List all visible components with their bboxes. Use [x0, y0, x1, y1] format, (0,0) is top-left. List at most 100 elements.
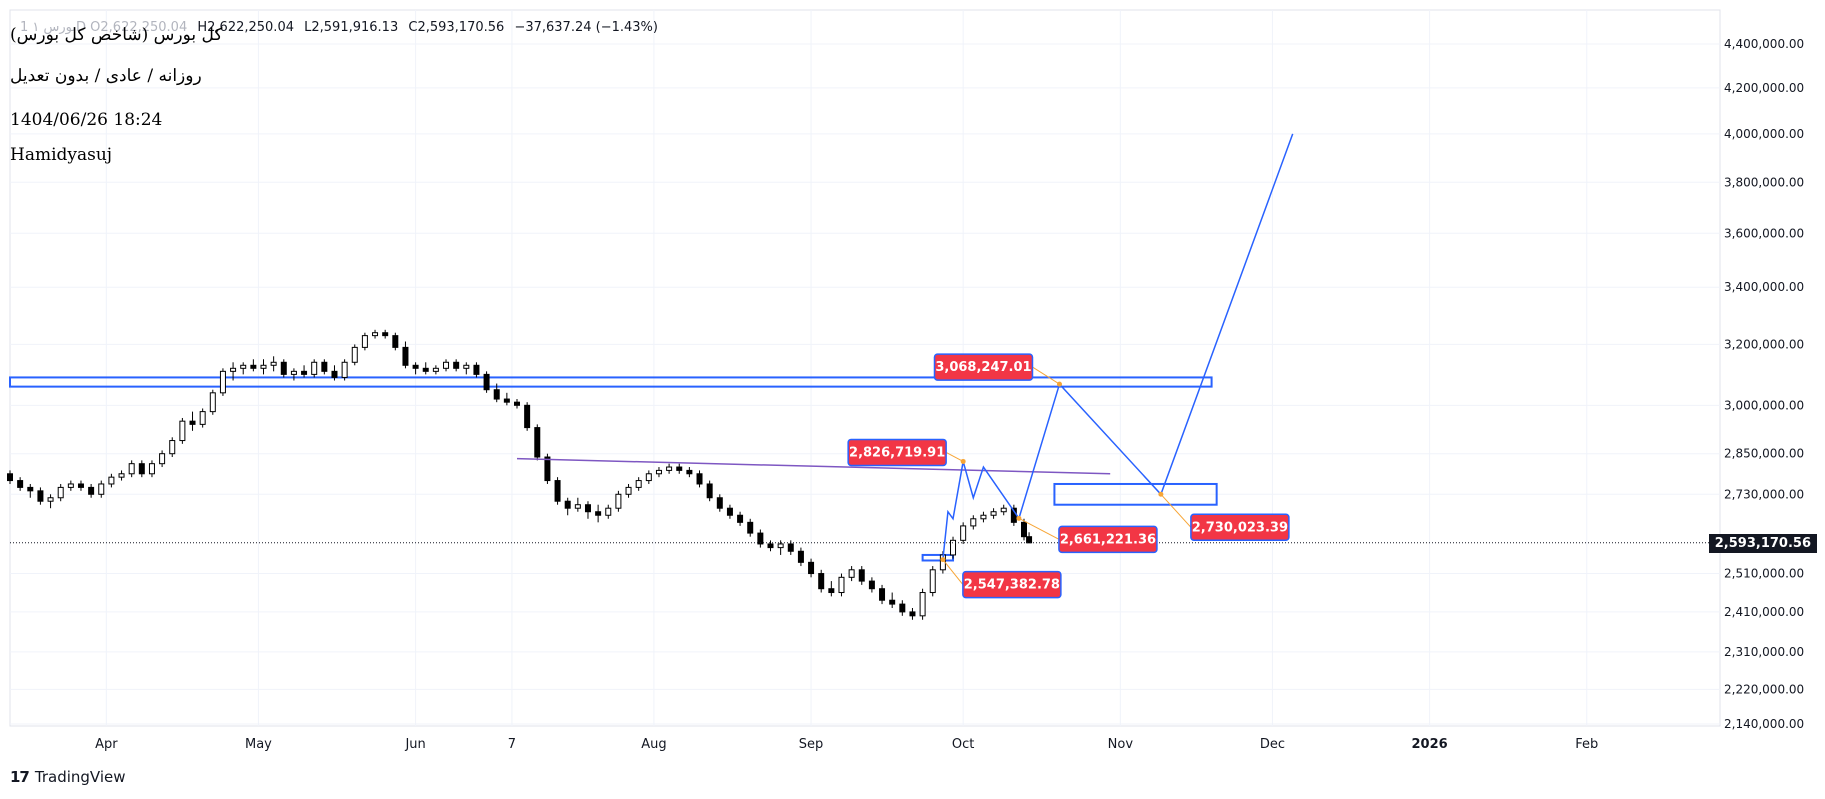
x-tick-label: May — [245, 737, 272, 752]
candle-body — [625, 486, 632, 495]
candle-body — [757, 532, 764, 545]
candle-body — [828, 588, 835, 594]
annotation-box[interactable] — [962, 570, 1062, 599]
candle-body — [564, 500, 571, 509]
annotation-connector — [1160, 493, 1192, 528]
candle-body — [747, 521, 754, 534]
candle-body — [37, 490, 44, 502]
annotation-anchor — [1158, 491, 1164, 497]
y-tick-label: 4,000,000.00 — [1724, 127, 1804, 141]
time-axis[interactable]: Apr May Jun 7 Aug Sep Oct Nov Dec 2026 Feb — [95, 737, 1598, 752]
annotation-anchor — [1056, 381, 1062, 387]
y-tick-label: 2,140,000.00 — [1724, 717, 1804, 731]
ohlc-change: −37,637.24 (−1.43%) — [514, 20, 658, 35]
annotation-box[interactable] — [1058, 525, 1158, 554]
y-tick-label: 4,400,000.00 — [1724, 37, 1804, 51]
ohlc-high: H2,622,250.04 — [197, 20, 294, 35]
candle-body — [676, 466, 683, 471]
candle-body — [392, 335, 399, 348]
candle-body — [960, 525, 967, 541]
candle-body — [118, 473, 125, 478]
annotation-label: 2,547,382.78 — [964, 578, 1060, 593]
candle-body — [950, 539, 957, 556]
candle-body — [88, 486, 95, 495]
annotation-box[interactable] — [847, 438, 947, 467]
tradingview-logo[interactable]: 17 TradingView — [10, 768, 126, 786]
y-tick-label: 2,850,000.00 — [1724, 447, 1804, 461]
ohlc-open: 1 بورس ۱D O2,622,250.04 — [20, 20, 188, 35]
annotation-connector — [1018, 517, 1060, 540]
current-price-badge: 2,593,170.56 — [1708, 534, 1817, 553]
price-axis[interactable]: 4,400,000.00 4,200,000.00 4,000,000.00 3,80… — [1724, 37, 1804, 731]
symbol-name: کل بورس (شاخص کل بورس) — [10, 25, 223, 45]
candle-body — [67, 483, 74, 488]
x-tick-label: Apr — [95, 737, 118, 752]
candle-body — [645, 473, 652, 482]
candle-body — [331, 370, 338, 378]
candle-body — [858, 569, 865, 582]
candle-body — [655, 469, 662, 475]
candle-body — [584, 504, 591, 513]
x-tick-label: Dec — [1260, 737, 1285, 752]
candle-body — [848, 569, 855, 578]
x-tick-label: Aug — [641, 737, 666, 752]
candle-body — [493, 389, 500, 400]
candle-body — [189, 420, 196, 425]
target-zone[interactable] — [1053, 482, 1218, 506]
x-tick-label: 2026 — [1412, 737, 1448, 752]
interval-text: روزانه / عادی / بدون تعدیل — [10, 66, 202, 86]
author-name: Hamidyasuj — [10, 145, 113, 165]
y-tick-label: 3,000,000.00 — [1724, 398, 1804, 412]
resistance-zone[interactable] — [9, 376, 1213, 388]
annotation-anchor — [960, 458, 966, 464]
candle-body — [7, 473, 13, 482]
candle-body — [453, 361, 460, 369]
plot-area[interactable] — [9, 9, 1721, 727]
price-labels[interactable]: 3,068,247.01 2,826,719.91 2,661,221.36 2,73… — [847, 353, 1290, 599]
candle-body — [412, 364, 419, 369]
y-tick-label: 3,200,000.00 — [1724, 337, 1804, 351]
projection-path[interactable] — [942, 133, 1294, 560]
x-tick-label: Nov — [1108, 737, 1134, 752]
x-tick-label: Sep — [799, 737, 824, 752]
candle-body — [868, 580, 875, 590]
candle-body — [260, 364, 267, 369]
annotation-connector — [942, 559, 964, 585]
candle-body — [361, 335, 368, 348]
candle-body — [524, 404, 531, 429]
candle-body — [148, 463, 155, 475]
annotation-box[interactable] — [933, 353, 1034, 381]
candle-body — [47, 497, 54, 502]
annotation-connector — [945, 451, 964, 462]
y-tick-label: 2,510,000.00 — [1724, 567, 1804, 581]
candle-body — [179, 420, 186, 442]
candle-body — [402, 346, 409, 366]
ohlc-low: L2,591,916.13 — [304, 20, 399, 35]
candle-body — [980, 514, 987, 520]
y-tick-label: 2,220,000.00 — [1724, 682, 1804, 696]
candle-body — [889, 599, 896, 605]
candle-body — [463, 364, 470, 369]
candle-body — [706, 483, 713, 499]
candle-body — [797, 550, 804, 563]
candle-body — [270, 361, 277, 366]
candle-body — [280, 361, 287, 375]
candle-body — [209, 392, 216, 413]
candle-body — [290, 370, 297, 375]
candle-body — [250, 364, 257, 369]
candle-body — [240, 364, 247, 369]
drawings[interactable] — [10, 133, 1720, 560]
trend-line[interactable] — [516, 457, 1111, 475]
candle-body — [169, 440, 176, 455]
annotation-label: 2,826,719.91 — [849, 445, 945, 460]
candle-body — [138, 463, 145, 475]
candle-body — [1000, 507, 1007, 513]
candle-body — [737, 514, 744, 523]
candle-body — [473, 364, 480, 375]
datetime-text: 1404/06/26 18:24 — [10, 110, 163, 130]
annotation-box[interactable] — [1190, 513, 1290, 542]
candle-body — [767, 543, 774, 549]
candle-body — [321, 361, 328, 372]
y-tick-label: 2,410,000.00 — [1724, 605, 1804, 619]
